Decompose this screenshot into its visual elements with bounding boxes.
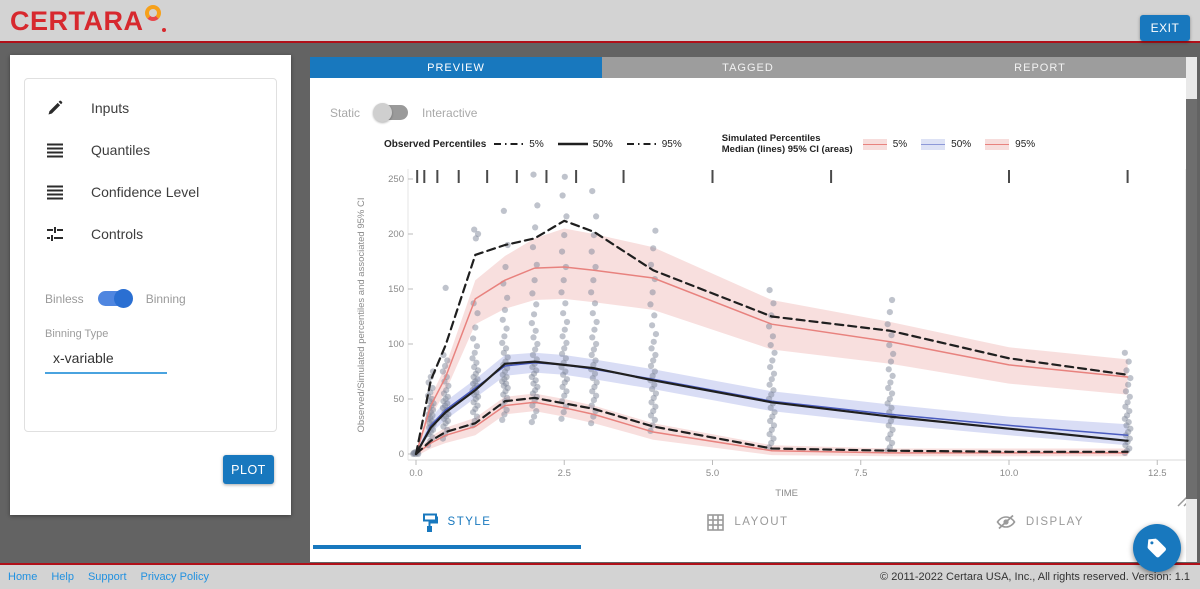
legend-item-simulated-95: 95%	[985, 138, 1035, 150]
dash-dot-line-icon	[494, 143, 525, 145]
sidebar-item-confidence-level[interactable]: Confidence Level	[25, 171, 276, 213]
static-label: Static	[330, 105, 361, 120]
simulated-legend-title: Simulated Percentiles Median (lines) 95%…	[721, 133, 853, 155]
tab-display[interactable]: DISPLAY	[894, 497, 1186, 547]
toggle-thumb	[113, 289, 133, 308]
footer-link-support[interactable]: Support	[87, 571, 127, 583]
binning-toggle[interactable]	[97, 289, 133, 308]
pink-band-icon	[985, 138, 1010, 150]
toggle-thumb	[373, 103, 393, 122]
active-tab-underline	[313, 545, 581, 549]
svg-text:10.0: 10.0	[1000, 468, 1019, 479]
settings-panel: Inputs Quantiles Confidence Level Contro…	[10, 55, 291, 515]
svg-text:Observed/Simulated percentiles: Observed/Simulated percentiles and assoc…	[356, 198, 367, 433]
legend-item-observed-50: 50%	[557, 139, 613, 150]
svg-text:200: 200	[388, 229, 404, 240]
footer-links: Home Help Support Privacy Policy	[8, 571, 209, 583]
settings-card: Inputs Quantiles Confidence Level Contro…	[24, 78, 277, 432]
tab-style[interactable]: STYLE	[310, 497, 602, 547]
chart-legend: Observed Percentiles 5% 50% 95% Simulate…	[384, 133, 1049, 155]
tab-layout[interactable]: LAYOUT	[602, 497, 894, 547]
dash-dot-line-icon	[626, 143, 657, 145]
sidebar-item-controls[interactable]: Controls	[25, 213, 276, 255]
tag-icon	[1147, 538, 1166, 558]
sidebar-item-label: Inputs	[91, 100, 130, 116]
app-footer: Home Help Support Privacy Policy © 2011-…	[0, 563, 1200, 589]
tune-icon	[45, 224, 65, 244]
vpc-plot: 0 50 100 150 200 250 0.0 2.5 5.0 7.5 10.0 12.5 TIME O…	[356, 169, 1190, 507]
top-tab-bar: PREVIEW TAGGED REPORT	[310, 57, 1186, 78]
app-header: CERTARA EXIT	[0, 0, 1200, 43]
static-interactive-toggle[interactable]	[373, 103, 409, 122]
svg-text:12.5: 12.5	[1148, 468, 1167, 479]
logo-ring-icon	[144, 4, 161, 21]
scrollbar-thumb[interactable]	[1186, 99, 1197, 499]
tab-report[interactable]: REPORT	[894, 57, 1186, 78]
svg-text:0.0: 0.0	[409, 468, 422, 479]
svg-text:5.0: 5.0	[706, 468, 719, 479]
plot-button[interactable]: PLOT	[223, 455, 274, 484]
tab-tagged[interactable]: TAGGED	[602, 57, 894, 78]
observed-legend-title: Observed Percentiles	[384, 138, 487, 150]
certara-logo: CERTARA	[10, 4, 166, 38]
list-icon	[45, 182, 65, 202]
legend-item-observed-95: 95%	[626, 139, 682, 150]
static-interactive-toggle-row: Static Interactive	[330, 103, 478, 122]
binning-label: Binning	[145, 291, 186, 306]
pink-band-icon	[862, 138, 887, 150]
tag-fab-button[interactable]	[1133, 524, 1181, 572]
paint-roller-icon	[422, 513, 438, 532]
interactive-label: Interactive	[422, 105, 478, 120]
blue-band-icon	[921, 138, 946, 150]
legend-item-simulated-5: 5%	[862, 138, 907, 150]
list-icon	[45, 140, 65, 160]
solid-line-icon	[557, 142, 588, 146]
sidebar-item-label: Controls	[91, 226, 144, 242]
binning-type-label: Binning Type	[45, 328, 109, 340]
footer-link-privacy-policy[interactable]: Privacy Policy	[140, 571, 209, 583]
svg-text:100: 100	[388, 339, 404, 350]
sidebar-item-label: Confidence Level	[91, 184, 200, 200]
legend-item-simulated-50: 50%	[921, 138, 971, 150]
copyright-text: © 2011-2022 Certara USA, Inc., All right…	[880, 571, 1190, 583]
scrollbar	[1186, 57, 1197, 562]
preview-panel: PREVIEW TAGGED REPORT Static Interactive…	[310, 57, 1190, 562]
svg-text:250: 250	[388, 174, 404, 185]
tab-preview[interactable]: PREVIEW	[310, 57, 602, 78]
binning-toggle-row: Binless Binning	[45, 289, 276, 308]
svg-text:150: 150	[388, 284, 404, 295]
pencil-icon	[45, 98, 65, 118]
svg-text:2.5: 2.5	[558, 468, 571, 479]
grid-icon	[707, 513, 725, 531]
svg-text:0: 0	[399, 449, 404, 460]
tool-tab-bar: STYLE LAYOUT DISPLAY	[310, 497, 1186, 547]
sidebar-item-label: Quantiles	[91, 142, 151, 158]
binning-type-select[interactable]: x-variable	[45, 348, 167, 374]
logo-dot-icon	[161, 27, 166, 32]
svg-text:50: 50	[393, 394, 404, 405]
logo-text: CERTARA	[10, 5, 144, 36]
sidebar-item-quantiles[interactable]: Quantiles	[25, 129, 276, 171]
sidebar-item-inputs[interactable]: Inputs	[25, 87, 276, 129]
svg-text:TIME: TIME	[775, 488, 798, 499]
footer-link-help[interactable]: Help	[51, 571, 74, 583]
binless-label: Binless	[45, 291, 84, 306]
legend-item-observed-5: 5%	[494, 139, 544, 150]
footer-link-home[interactable]: Home	[8, 571, 38, 583]
exit-button[interactable]: EXIT	[1140, 15, 1190, 41]
svg-text:7.5: 7.5	[854, 468, 867, 479]
eye-off-icon	[996, 514, 1016, 530]
